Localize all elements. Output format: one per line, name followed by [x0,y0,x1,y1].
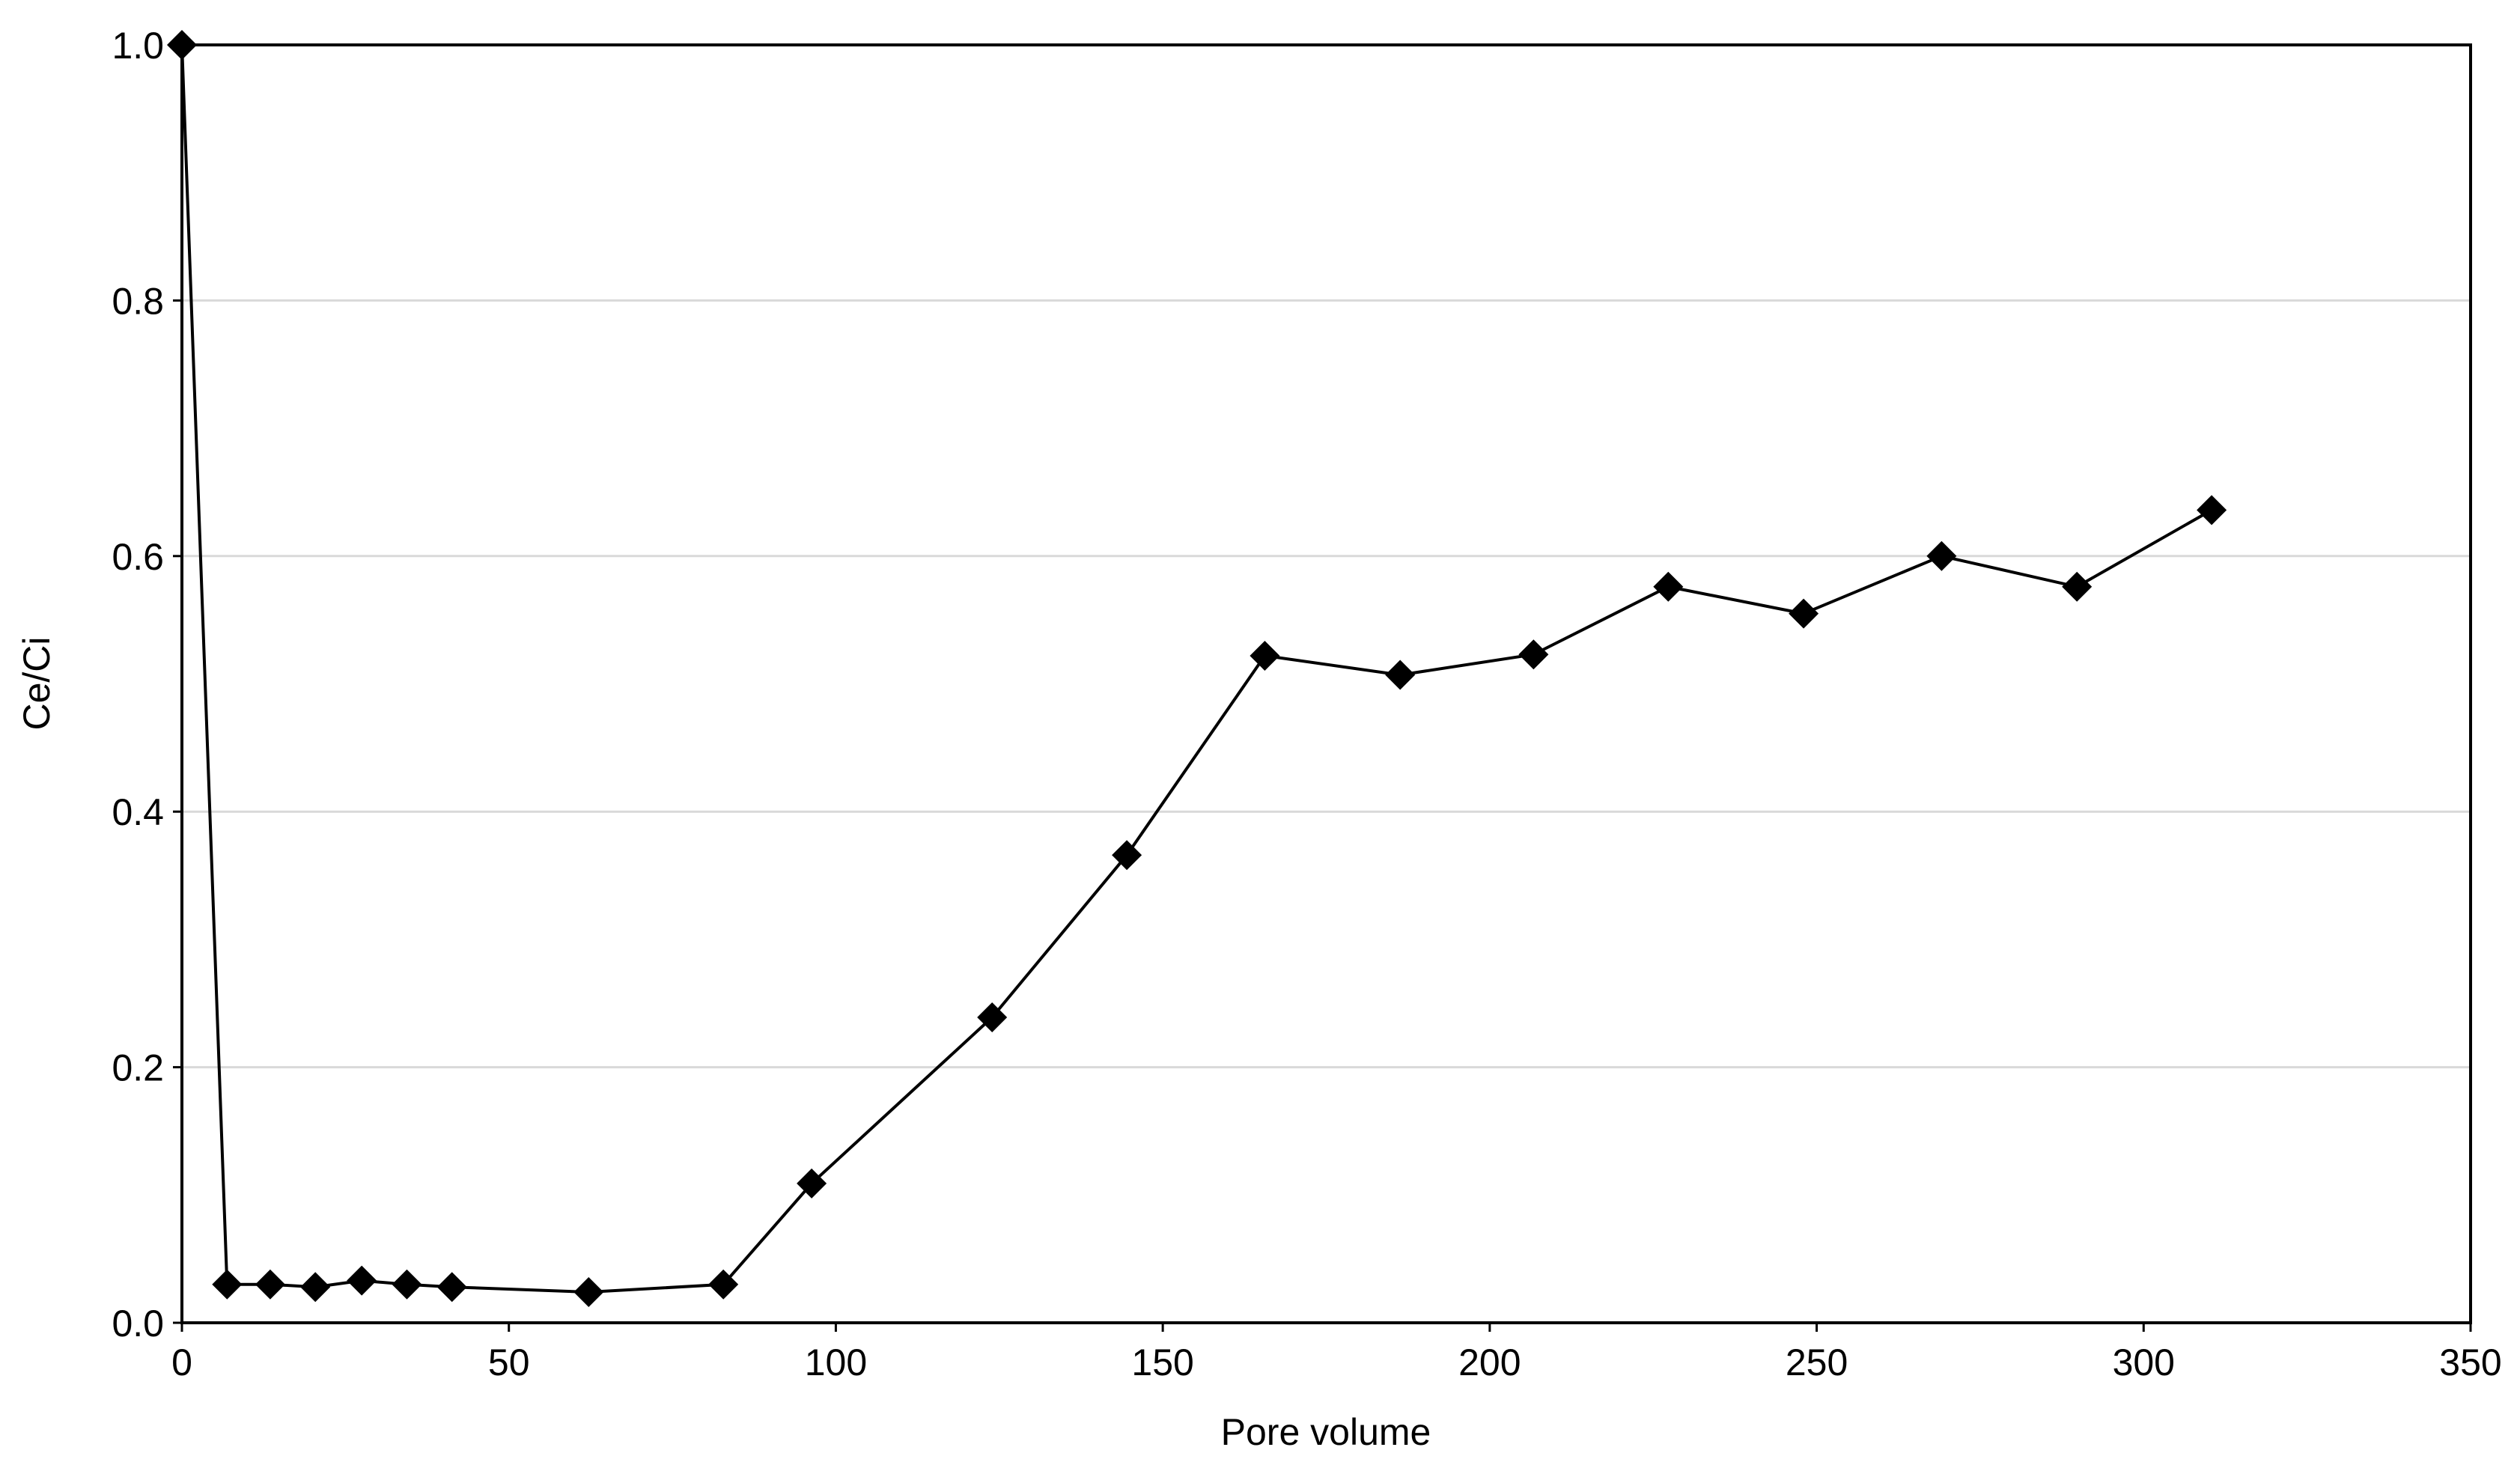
data-point [436,1272,467,1303]
x-tick-label: 50 [488,1341,530,1383]
data-point [1250,640,1280,671]
data-line [180,44,2213,1294]
x-tick-label: 250 [1786,1341,1848,1383]
data-point [1789,598,1819,629]
y-tick-label: 0.2 [112,1047,164,1089]
data-point [1518,639,1549,670]
x-axis-label: Pore volume [1221,1411,1431,1453]
x-tick-label: 350 [2439,1341,2501,1383]
data-point [1653,571,1684,602]
y-tick-label: 0.4 [112,791,164,833]
data-point [212,1269,243,1300]
data-point [300,1272,331,1303]
y-tick-label: 0.8 [112,280,164,322]
x-tick-label: 100 [805,1341,867,1383]
plot-border [180,43,2472,1324]
data-point [1385,660,1416,690]
data-point [1926,540,1957,571]
x-tick-label: 300 [2113,1341,2175,1383]
data-point [1112,840,1142,871]
data-point [255,1269,285,1300]
data-point [167,30,197,60]
y-axis-label: Ce/Ci [16,636,58,730]
data-point [797,1168,827,1199]
data-point [977,1002,1008,1033]
data-point [347,1265,377,1296]
y-tick-label: 0.0 [112,1303,164,1344]
data-point [392,1269,422,1300]
data-point [2062,571,2093,602]
y-tick-label: 0.6 [112,536,164,578]
x-tick-label: 150 [1131,1341,1193,1383]
data-point [2197,495,2227,526]
x-tick-label: 0 [171,1341,192,1383]
data-point [708,1269,739,1300]
y-tick-label: 1.0 [112,25,164,67]
data-point [573,1277,604,1308]
x-tick-label: 200 [1458,1341,1521,1383]
